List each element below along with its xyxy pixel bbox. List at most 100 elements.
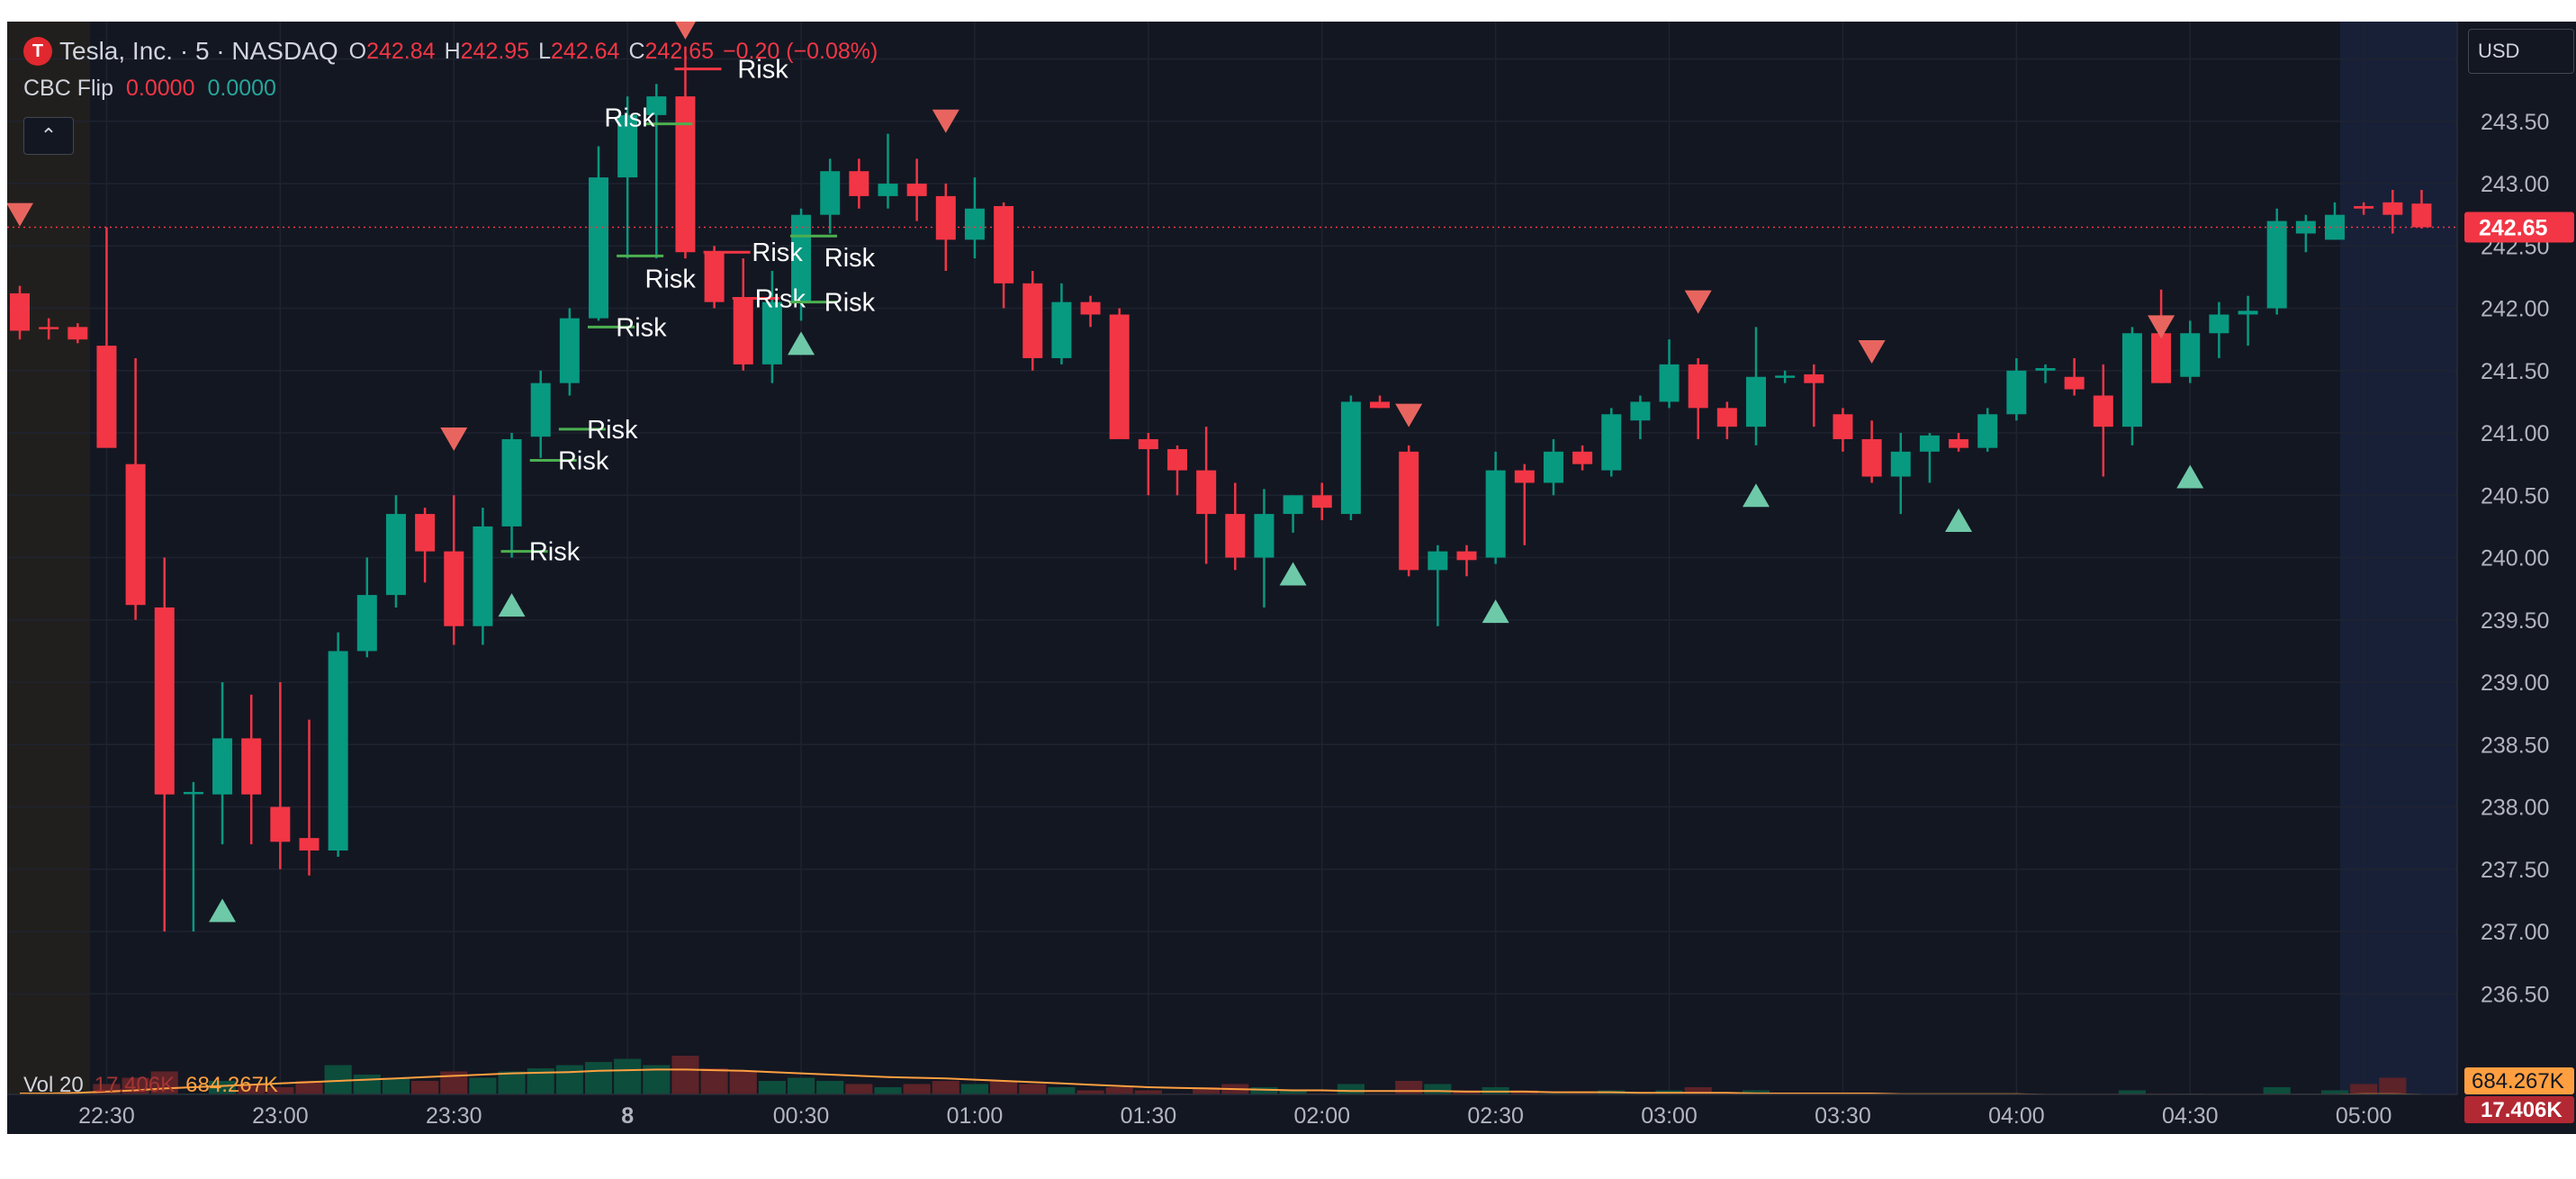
candle-body <box>1428 551 1448 571</box>
candle-body <box>2121 333 2142 428</box>
candle-body <box>1890 451 1911 477</box>
chevron-up-icon: ⌃ <box>40 124 58 147</box>
current-price-label: 242.65 <box>2479 216 2548 241</box>
buy-signal-triangle <box>1279 562 1307 586</box>
price-tick-label: 243.50 <box>2481 110 2549 135</box>
sell-signal-triangle <box>1684 290 1712 314</box>
price-tick-label: 238.50 <box>2481 733 2549 758</box>
price-tick-label: 241.00 <box>2481 421 2549 446</box>
time-tick-label: 04:30 <box>2162 1103 2219 1129</box>
chart-canvas[interactable]: RiskRiskRiskRiskRiskRiskRiskRiskRiskRisk… <box>7 22 2576 1134</box>
candle-body <box>1022 283 1043 358</box>
risk-label: Risk <box>824 289 876 318</box>
candle-body <box>1659 364 1680 402</box>
candle-body <box>1688 364 1708 409</box>
candle-body <box>1630 401 1651 421</box>
price-tick-label: 236.50 <box>2481 982 2549 1007</box>
sell-signal-triangle <box>674 22 696 40</box>
candle-body <box>849 171 869 196</box>
candle-body <box>820 171 841 215</box>
candle-body <box>1456 551 1477 561</box>
time-tick-label: 8 <box>621 1103 634 1129</box>
risk-label: Risk <box>824 244 876 273</box>
time-axis[interactable] <box>7 1094 2457 1134</box>
risk-label: Risk <box>529 538 581 567</box>
buy-signal-triangle <box>498 593 526 617</box>
symbol-legend: T Tesla, Inc. · 5 · NASDAQ O 242.84 H 24… <box>23 36 878 67</box>
candle-body <box>994 205 1014 284</box>
candle-body <box>68 327 88 340</box>
candle-body <box>1109 314 1130 439</box>
price-tick-label: 239.50 <box>2481 608 2549 634</box>
symbol-title[interactable]: Tesla, Inc. · 5 · NASDAQ <box>59 37 338 65</box>
candle-body <box>935 195 956 240</box>
volume-ma-tag-label: 684.267K <box>2472 1069 2564 1094</box>
risk-label: Risk <box>644 265 696 293</box>
candle-body <box>385 514 406 596</box>
candle-body <box>125 464 146 606</box>
candle-body <box>1775 375 1796 378</box>
low-label: L <box>538 38 551 64</box>
price-tick-label: 238.00 <box>2481 796 2549 821</box>
low-value: 242.64 <box>551 38 620 64</box>
candle-body <box>1311 495 1332 508</box>
candle-body <box>270 806 291 842</box>
time-tick-label: 04:00 <box>1988 1103 2045 1129</box>
sell-signal-triangle <box>2148 315 2175 339</box>
current-price-tag <box>2464 212 2574 243</box>
candle-body <box>2411 203 2432 228</box>
buy-signal-triangle <box>1945 508 1973 532</box>
candle-body <box>964 208 985 240</box>
risk-label: Risk <box>616 313 667 342</box>
candle-body <box>1370 401 1391 409</box>
candle-body <box>675 96 696 253</box>
candle-body <box>1196 470 1217 515</box>
time-tick-label: 00:30 <box>773 1103 830 1129</box>
candle-body <box>1804 374 1824 383</box>
candle-body <box>356 595 377 652</box>
candle-body <box>530 382 551 437</box>
candle-body <box>39 327 59 329</box>
close-value: 242.65 <box>644 38 714 64</box>
time-tick-label: 03:00 <box>1641 1103 1698 1129</box>
time-tick-label: 05:00 <box>2336 1103 2392 1129</box>
price-tick-label: 240.00 <box>2481 546 2549 572</box>
candle-body <box>1861 438 1882 477</box>
chart-frame[interactable]: Risk Risk Risk Risk Risk Risk Risk Risk Risk Risk… <box>7 22 2576 1134</box>
indicator-legend[interactable]: CBC Flip 0.0000 0.0000 <box>23 76 276 102</box>
sell-signal-triangle <box>1395 403 1423 428</box>
risk-label: Risk <box>604 104 655 133</box>
currency-button[interactable]: USD <box>2468 29 2574 74</box>
high-label: H <box>444 38 461 64</box>
candle-body <box>559 318 580 383</box>
candle-body <box>2382 202 2403 215</box>
collapse-legend-button[interactable]: ⌃ <box>23 117 74 155</box>
candle-body <box>1399 451 1419 571</box>
risk-label: Risk <box>587 416 638 445</box>
price-tick-label: 237.00 <box>2481 920 2549 945</box>
candle-body <box>646 96 667 115</box>
candle-body <box>704 252 725 302</box>
candle-body <box>1746 376 1766 428</box>
sell-signal-triangle <box>7 202 33 227</box>
candle-body <box>589 177 608 319</box>
candle-body <box>2064 376 2085 390</box>
volume-ma-tag <box>2464 1067 2574 1094</box>
candle-body <box>2035 368 2056 371</box>
candle-body <box>761 302 782 364</box>
price-tick-label: 241.50 <box>2481 359 2549 384</box>
buy-signal-triangle <box>788 331 815 356</box>
candle-body <box>2295 220 2316 234</box>
volume-tag-label: 17.406K <box>2481 1098 2562 1122</box>
volume-legend[interactable]: Vol 20 17.406K 684.267K <box>23 1073 278 1098</box>
price-axis[interactable] <box>2457 22 2576 1134</box>
risk-label: Risk <box>752 238 803 267</box>
high-value: 242.95 <box>460 38 530 64</box>
indicator-value-1: 0.0000 <box>126 76 195 101</box>
volume-ma-value: 684.267K <box>185 1073 278 1097</box>
candle-body <box>878 184 898 196</box>
candle-body <box>1340 401 1361 515</box>
volume-tag <box>2464 1096 2574 1123</box>
time-tick-label: 23:30 <box>426 1103 482 1129</box>
time-tick-label: 01:00 <box>947 1103 1004 1129</box>
